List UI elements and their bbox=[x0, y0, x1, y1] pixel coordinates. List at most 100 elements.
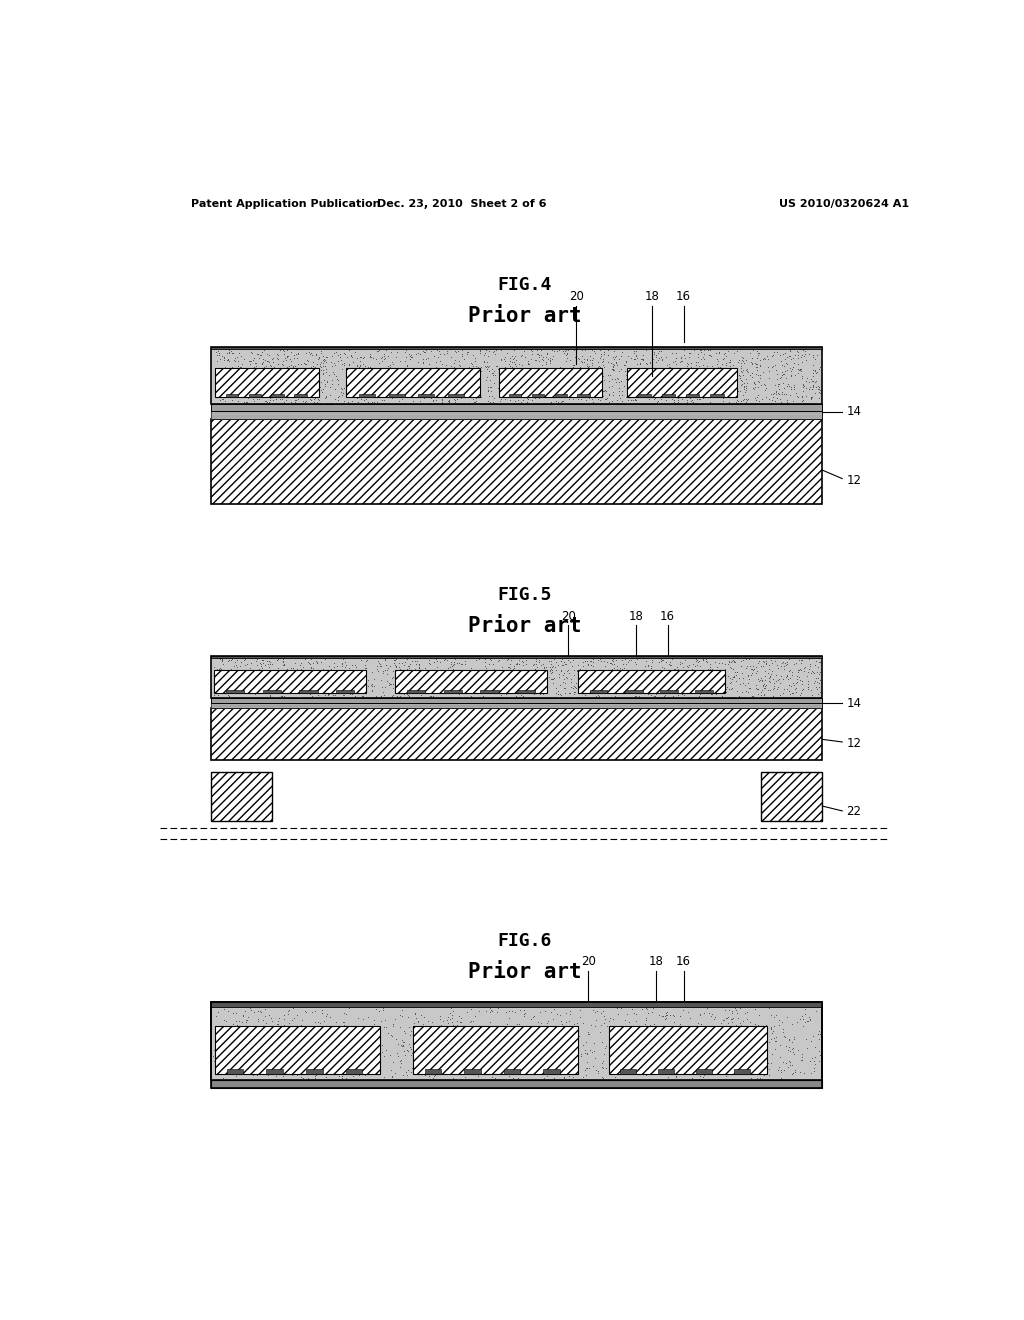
Point bbox=[402, 1039, 419, 1060]
Point bbox=[228, 669, 245, 690]
Point bbox=[620, 1038, 636, 1059]
Point bbox=[312, 359, 329, 380]
Point bbox=[211, 648, 227, 669]
Point bbox=[206, 657, 222, 678]
Point bbox=[220, 672, 237, 693]
Point bbox=[304, 383, 321, 404]
Point bbox=[481, 376, 498, 397]
Point bbox=[668, 380, 684, 401]
Point bbox=[558, 343, 574, 364]
Point bbox=[532, 368, 549, 389]
Point bbox=[629, 346, 645, 367]
Point bbox=[746, 1040, 763, 1061]
Point bbox=[561, 388, 578, 409]
Point bbox=[475, 351, 492, 372]
Text: 20: 20 bbox=[581, 956, 596, 969]
Point bbox=[775, 378, 792, 399]
Point bbox=[547, 380, 563, 401]
Point bbox=[322, 376, 338, 397]
Point bbox=[436, 669, 453, 690]
Point bbox=[763, 1016, 779, 1038]
Point bbox=[648, 682, 665, 704]
Point bbox=[219, 1001, 236, 1022]
Point bbox=[795, 374, 811, 395]
Point bbox=[508, 1051, 524, 1072]
Point bbox=[330, 1045, 346, 1067]
Point bbox=[809, 1023, 825, 1044]
Point bbox=[692, 348, 709, 370]
Point bbox=[696, 668, 713, 689]
Point bbox=[522, 339, 539, 360]
Point bbox=[268, 388, 285, 409]
Point bbox=[807, 1036, 823, 1057]
Point bbox=[326, 656, 342, 677]
Bar bbox=[544, 1068, 560, 1074]
Point bbox=[207, 1048, 223, 1069]
Point bbox=[394, 375, 411, 396]
Point bbox=[756, 677, 772, 698]
Point bbox=[369, 370, 385, 391]
Point bbox=[297, 392, 313, 413]
Point bbox=[556, 677, 572, 698]
Point bbox=[797, 998, 813, 1019]
Point bbox=[773, 665, 790, 686]
Point bbox=[774, 381, 791, 403]
Bar bbox=[271, 393, 284, 397]
Point bbox=[508, 383, 524, 404]
Point bbox=[460, 677, 476, 698]
Point bbox=[351, 1068, 368, 1089]
Point bbox=[761, 668, 777, 689]
Point bbox=[701, 339, 718, 360]
Point bbox=[400, 665, 417, 686]
Point bbox=[568, 1012, 585, 1034]
Point bbox=[658, 652, 675, 673]
Point bbox=[489, 673, 506, 694]
Point bbox=[544, 669, 560, 690]
Point bbox=[764, 1044, 780, 1065]
Point bbox=[334, 358, 350, 379]
Point bbox=[511, 653, 527, 675]
Point bbox=[575, 659, 592, 680]
Point bbox=[694, 387, 711, 408]
Point bbox=[797, 338, 813, 359]
Point bbox=[275, 1065, 292, 1086]
Point bbox=[646, 1055, 663, 1076]
Point bbox=[209, 672, 225, 693]
Point bbox=[210, 342, 226, 363]
Point bbox=[757, 669, 773, 690]
Point bbox=[515, 1024, 531, 1045]
Point bbox=[766, 1015, 782, 1036]
Point bbox=[337, 1063, 353, 1084]
Point bbox=[349, 1051, 366, 1072]
Point bbox=[271, 1040, 288, 1061]
Point bbox=[433, 391, 450, 412]
Point bbox=[287, 1034, 303, 1055]
Point bbox=[732, 391, 749, 412]
Point bbox=[371, 1001, 387, 1022]
Point bbox=[793, 682, 809, 704]
Point bbox=[304, 652, 321, 673]
Point bbox=[258, 668, 274, 689]
Point bbox=[651, 665, 668, 686]
Point bbox=[645, 1060, 662, 1081]
Point bbox=[534, 1059, 550, 1080]
Point bbox=[408, 660, 424, 681]
Point bbox=[808, 345, 824, 366]
Point bbox=[797, 1003, 813, 1024]
Point bbox=[647, 685, 664, 706]
Point bbox=[451, 660, 467, 681]
Point bbox=[362, 370, 379, 391]
Point bbox=[530, 649, 547, 671]
Point bbox=[302, 356, 318, 378]
Point bbox=[368, 998, 384, 1019]
Point bbox=[558, 351, 574, 372]
Point bbox=[590, 675, 606, 696]
Point bbox=[621, 381, 637, 403]
Point bbox=[256, 681, 272, 702]
Point bbox=[228, 1015, 245, 1036]
Point bbox=[628, 379, 644, 400]
Point bbox=[624, 661, 640, 682]
Point bbox=[688, 387, 705, 408]
Point bbox=[326, 681, 342, 702]
Point bbox=[342, 684, 358, 705]
